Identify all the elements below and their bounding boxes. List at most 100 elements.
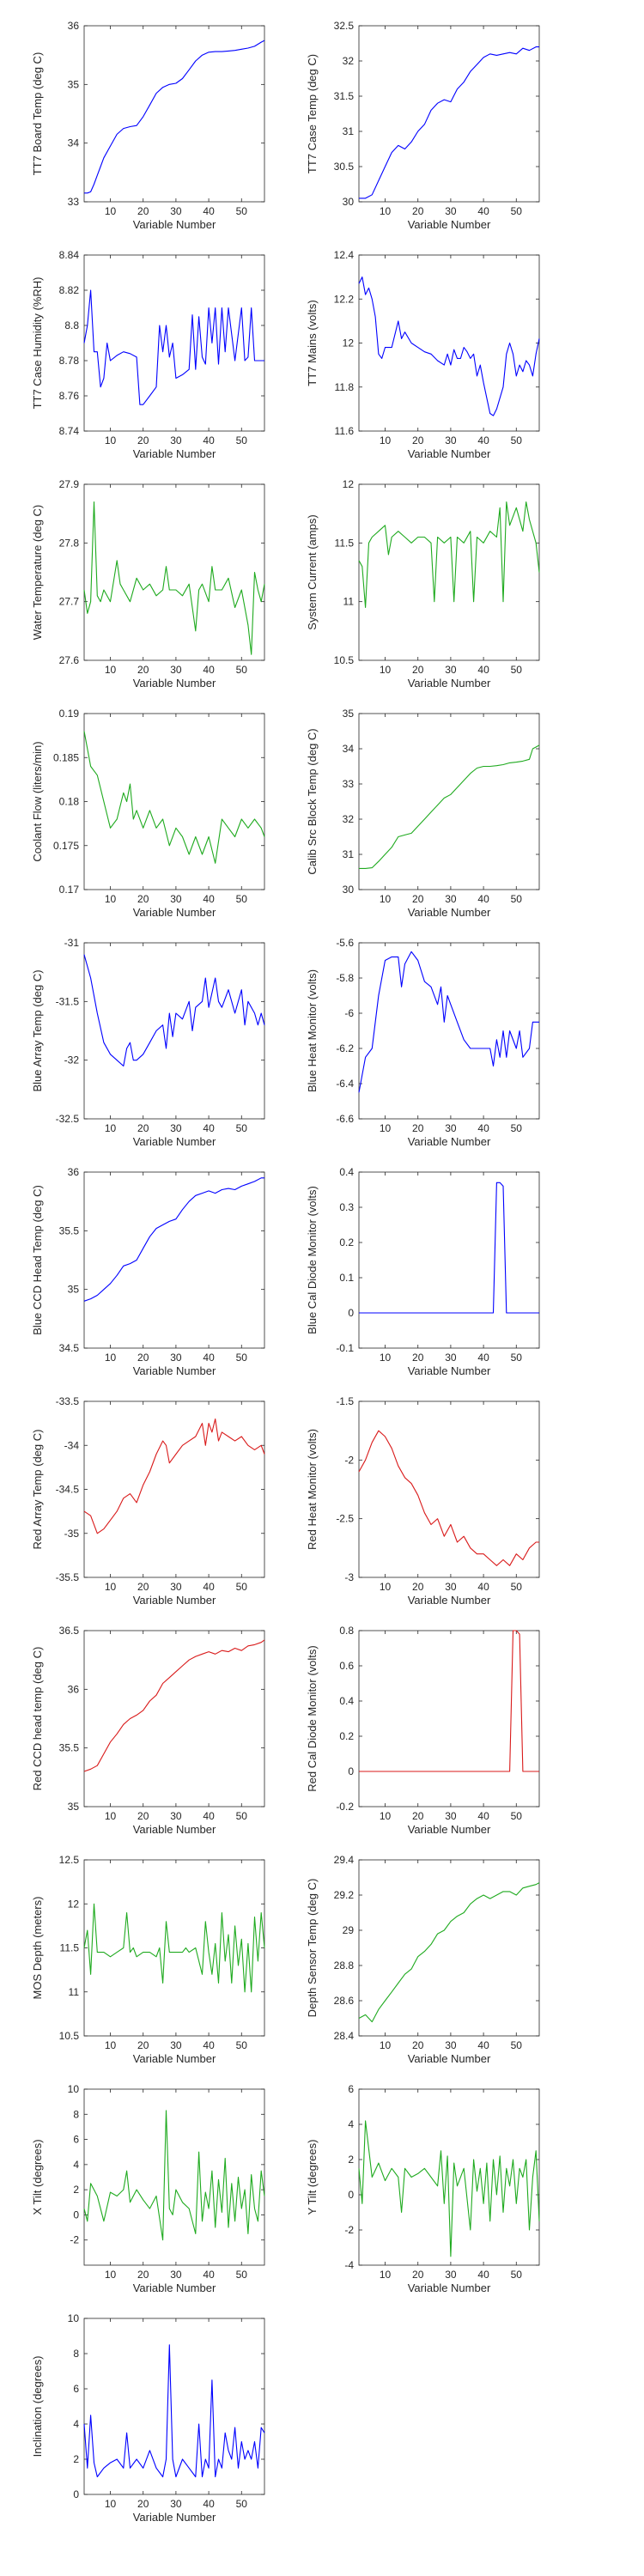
y-tick-label: 34	[343, 743, 355, 755]
x-tick-label: 30	[170, 434, 182, 447]
y-tick-label: -35	[64, 1528, 80, 1540]
y-tick-label: 28.6	[334, 1995, 355, 2007]
chart-panel-14: -3 -2.5 -2 -1.5 10 20 30 40 50 Variable Number Red…	[306, 1395, 540, 1607]
x-tick-label: 30	[445, 1581, 457, 1593]
x-tick-label: 50	[236, 1581, 248, 1593]
plot-area	[83, 2318, 265, 2495]
y-axis-label: System Current (amps)	[306, 514, 319, 629]
x-axis-label: Variable Number	[133, 2052, 216, 2065]
y-tick-label: -33.5	[56, 1395, 80, 1407]
y-tick-label: 10	[68, 2312, 80, 2324]
plot-area	[83, 942, 265, 1120]
y-tick-label: 0.4	[339, 1695, 354, 1707]
y-tick-label: 30.5	[334, 161, 355, 173]
x-tick-label: 30	[170, 1581, 182, 1593]
chart-panel-19: -2 0 2 4 6 8 10 10 20 30 40 50 Variable Number X Tilt…	[31, 2083, 265, 2294]
x-tick-label: 50	[236, 2498, 248, 2510]
y-tick-label: 28.8	[334, 1959, 355, 1971]
x-tick-label: 50	[511, 1352, 523, 1364]
chart-panel-10: -6.6 -6.4 -6.2 -6 -5.8 -5.6 10 20 30 40 50 Variable…	[306, 937, 540, 1148]
x-tick-label: 20	[137, 664, 149, 676]
x-tick-label: 20	[137, 2269, 149, 2281]
x-tick-label: 50	[511, 1581, 523, 1593]
x-tick-label: 10	[380, 1122, 392, 1134]
x-tick-label: 40	[203, 1810, 215, 1822]
x-axis-label: Variable Number	[408, 1594, 491, 1607]
y-tick-label: -34	[64, 1439, 80, 1451]
x-tick-label: 50	[511, 893, 523, 905]
x-tick-label: 10	[380, 434, 392, 447]
x-axis-label: Variable Number	[408, 2052, 491, 2065]
x-tick-label: 10	[105, 2039, 117, 2051]
x-tick-label: 10	[380, 1810, 392, 1822]
chart-panel-3: 8.74 8.76 8.78 8.8 8.82 8.84 10 20 30 40 50 Variabl…	[31, 249, 265, 460]
x-tick-label: 50	[511, 434, 523, 447]
x-tick-label: 50	[511, 1810, 523, 1822]
series-line	[83, 1177, 264, 1302]
y-tick-label: 36	[68, 1683, 80, 1695]
y-axis-label: Blue CCD Head Temp (deg C)	[31, 1185, 44, 1335]
y-tick-label: 12	[343, 478, 355, 490]
chart-panel-20: -4 -2 0 2 4 6 10 20 30 40 50 Variable Number Y Tilt …	[306, 2083, 540, 2294]
y-tick-label: 0	[348, 2189, 354, 2201]
y-tick-label: 36	[68, 20, 80, 32]
y-axis-label: Red CCD head temp (deg C)	[31, 1647, 44, 1791]
x-tick-label: 20	[412, 893, 424, 905]
x-tick-label: 40	[477, 205, 489, 217]
plot-area	[358, 713, 540, 890]
y-axis-label: X Tilt (degrees)	[31, 2139, 44, 2215]
x-tick-label: 40	[203, 2498, 215, 2510]
plot-area	[358, 1400, 540, 1578]
y-tick-label: 2	[73, 2453, 79, 2465]
chart-panel-9: -32.5 -32 -31.5 -31 10 20 30 40 50 Variable Numbe…	[31, 937, 265, 1148]
y-tick-label: 6	[348, 2083, 354, 2095]
y-tick-label: -0.1	[336, 1342, 354, 1354]
chart-panel-17: 10.5 11 11.5 12 12.5 10 20 30 40 50 Variable Numbe…	[31, 1854, 265, 2065]
x-tick-label: 20	[137, 1352, 149, 1364]
x-axis-label: Variable Number	[408, 447, 491, 460]
x-tick-label: 20	[137, 434, 149, 447]
y-tick-label: 31.5	[334, 90, 355, 102]
y-axis-label: Blue Array Temp (deg C)	[31, 969, 44, 1091]
x-tick-label: 40	[477, 2039, 489, 2051]
series-line	[84, 39, 265, 194]
x-tick-label: 50	[236, 2269, 248, 2281]
series-line	[358, 2120, 540, 2257]
y-tick-label: 30	[343, 196, 355, 208]
x-axis-label: Variable Number	[133, 906, 216, 919]
y-tick-label: -6	[344, 1007, 354, 1019]
y-tick-label: -4	[344, 2259, 354, 2271]
y-axis-label: Red Heat Monitor (volts)	[306, 1429, 319, 1550]
y-tick-label: 0.3	[339, 1201, 354, 1213]
y-tick-label: -2	[70, 2234, 79, 2246]
x-tick-label: 20	[412, 2039, 424, 2051]
y-tick-label: 33	[68, 196, 80, 208]
y-axis-label: Red Cal Diode Monitor (volts)	[306, 1645, 319, 1792]
x-tick-label: 30	[170, 2039, 182, 2051]
x-tick-label: 40	[203, 664, 215, 676]
y-tick-label: 0	[348, 1765, 354, 1777]
x-tick-label: 10	[380, 893, 392, 905]
x-tick-label: 30	[170, 2269, 182, 2281]
y-tick-label: 36.5	[59, 1625, 80, 1637]
y-tick-label: 6	[73, 2383, 79, 2395]
plot-area	[83, 1171, 265, 1349]
y-tick-label: 12	[68, 1898, 80, 1910]
plot-area	[83, 713, 265, 890]
y-tick-label: -5.6	[336, 937, 354, 949]
x-tick-label: 30	[445, 1352, 457, 1364]
y-tick-label: 29.4	[334, 1854, 355, 1866]
y-tick-label: -5.8	[336, 972, 354, 984]
x-tick-label: 40	[477, 664, 489, 676]
x-tick-label: 30	[445, 664, 457, 676]
x-axis-label: Variable Number	[133, 677, 216, 690]
y-tick-label: 11.5	[335, 537, 355, 549]
y-tick-label: 2	[73, 2184, 79, 2196]
x-tick-label: 10	[380, 205, 392, 217]
y-tick-label: 8.78	[59, 355, 80, 367]
y-tick-label: 6	[73, 2134, 79, 2146]
y-axis-label: Y Tilt (degrees)	[306, 2140, 319, 2215]
x-tick-label: 40	[203, 205, 215, 217]
x-tick-label: 50	[236, 1122, 248, 1134]
